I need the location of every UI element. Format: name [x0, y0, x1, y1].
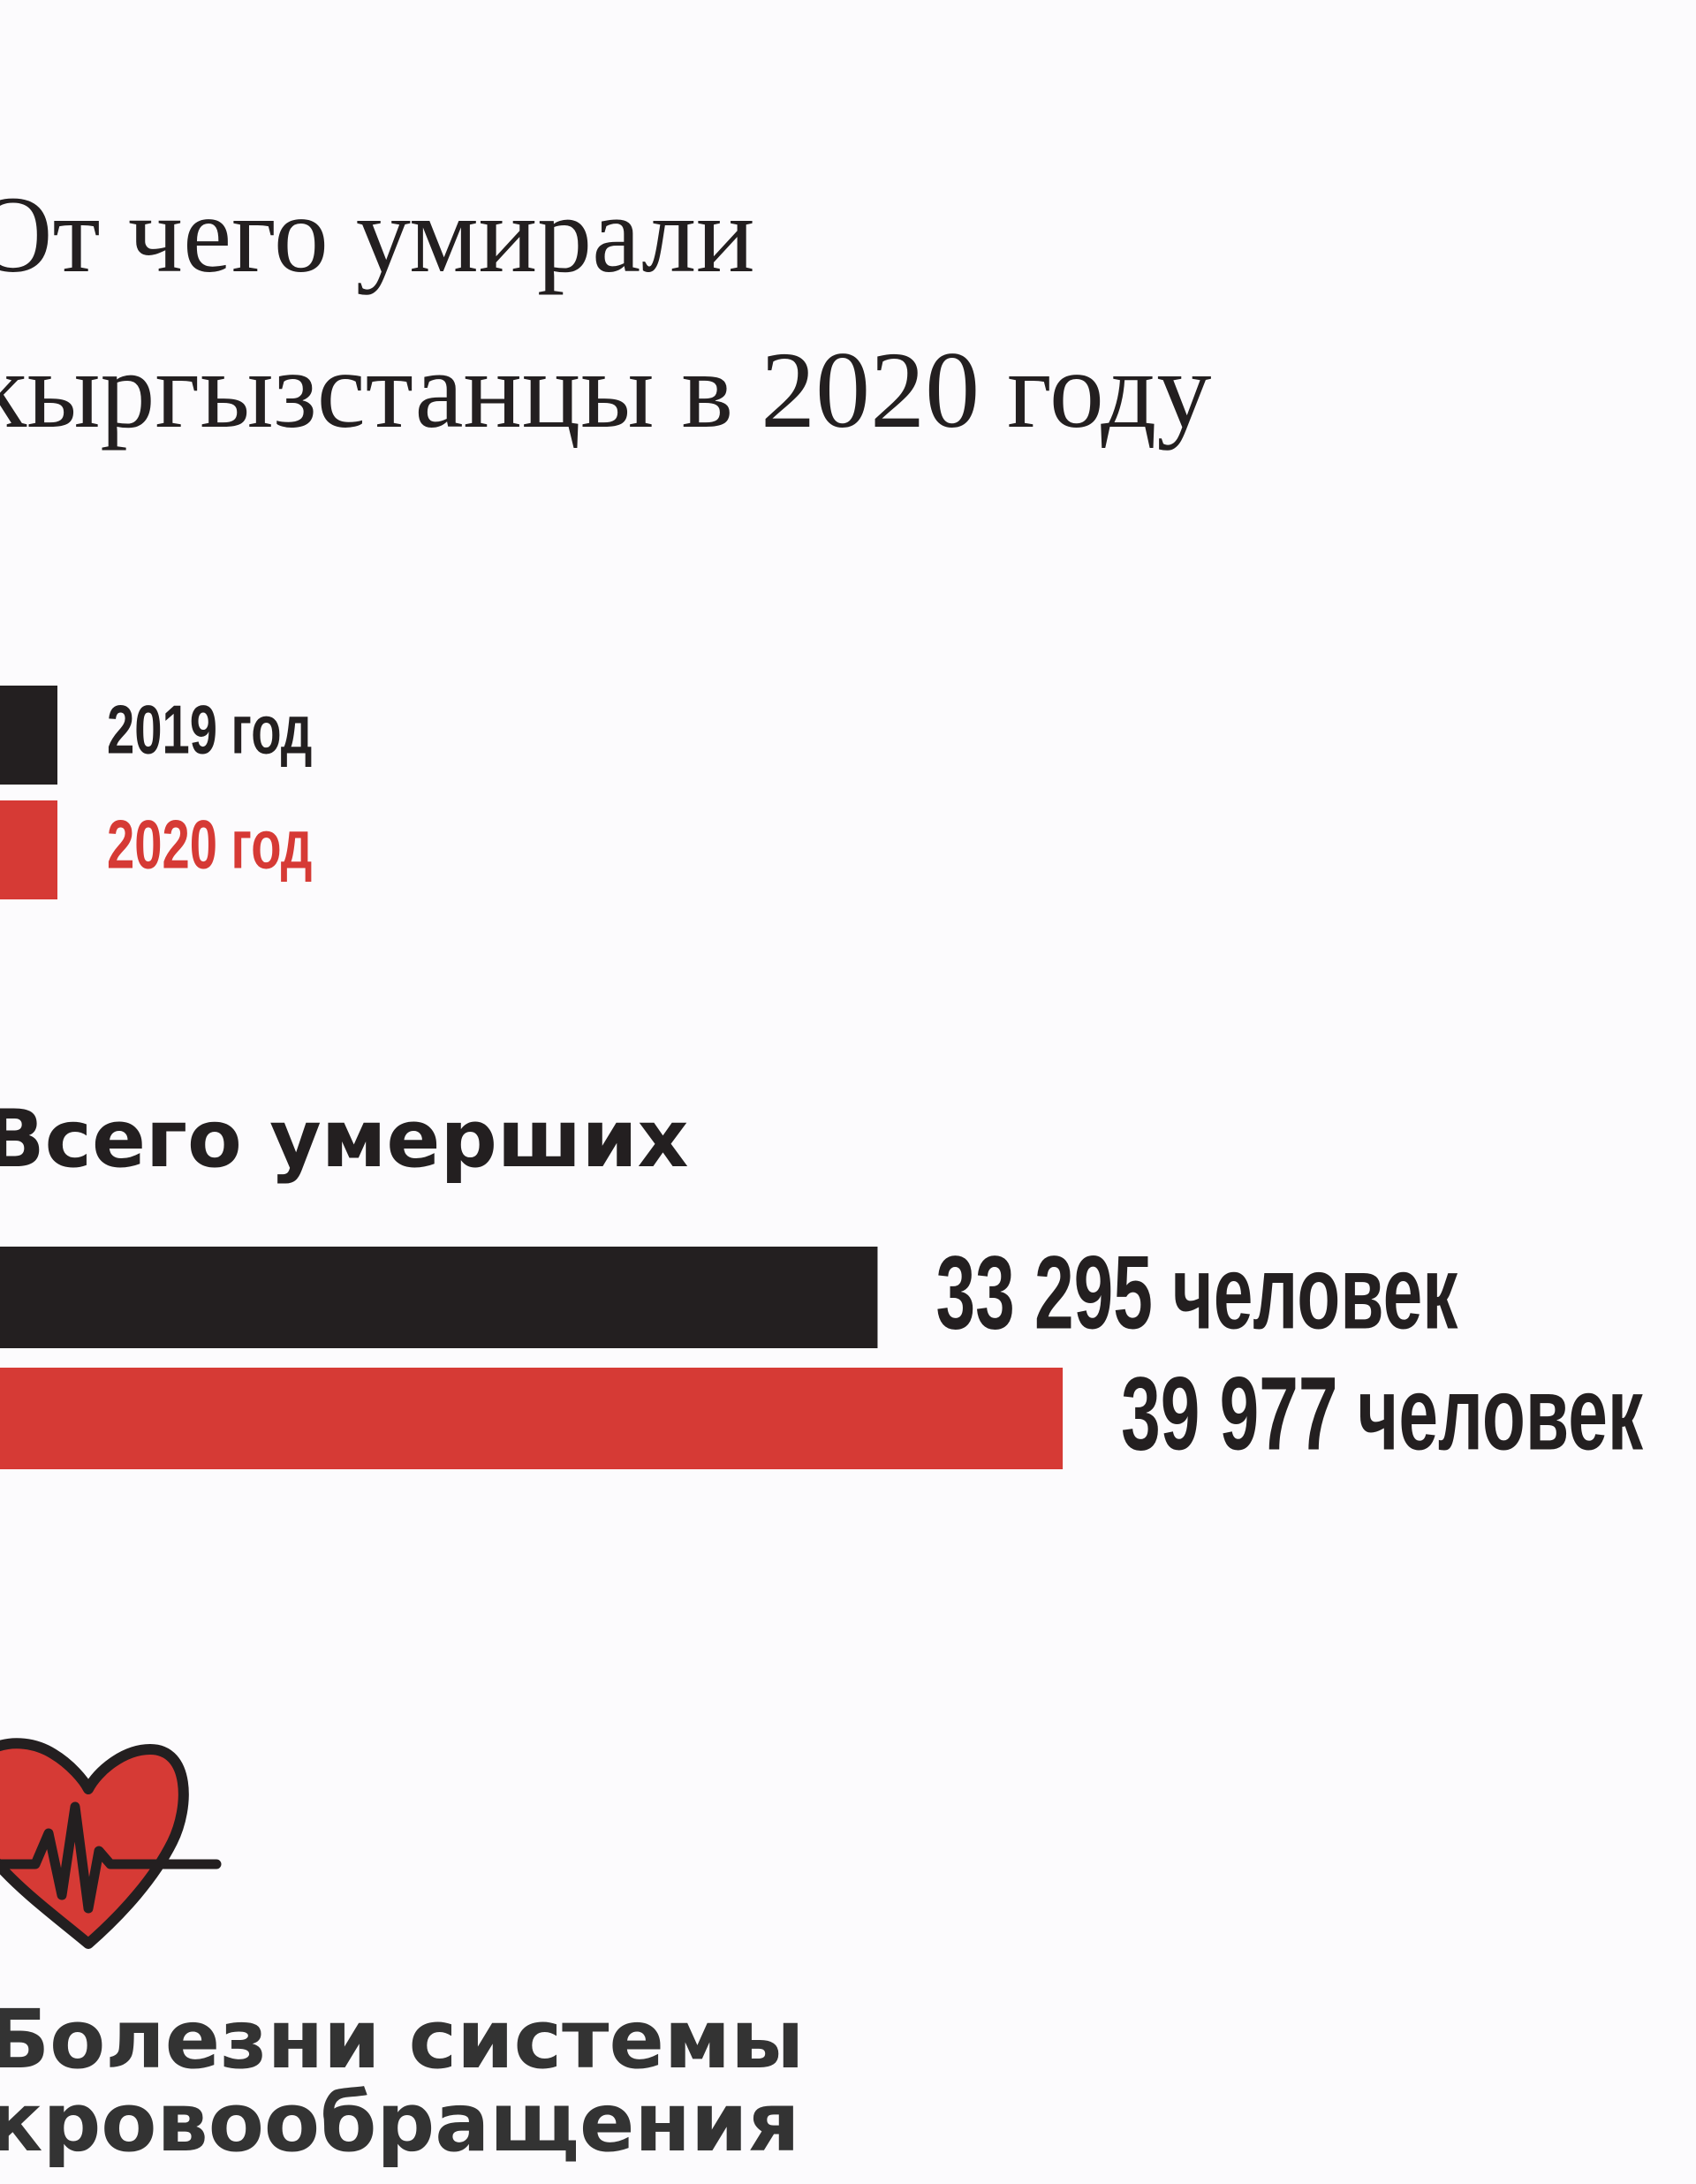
title-line: кыргызстанцы в 2020 году [0, 330, 1211, 451]
pulse-line [0, 1801, 222, 1914]
heart [0, 1738, 189, 1949]
bar [0, 1247, 878, 1348]
title-line: От чего умирали [0, 174, 754, 295]
value-label: 33 295 человек [935, 1235, 1458, 1352]
value-label: 39 977 человек [1121, 1356, 1644, 1473]
legend: 2019 год 2020 год [0, 686, 312, 899]
legend-label: 2020 год [107, 806, 312, 883]
legend-swatch [0, 800, 57, 899]
annotation-line: кровообращения [0, 2075, 800, 2170]
category-label: Всего умерших [0, 1093, 689, 1186]
legend-swatch [0, 686, 57, 785]
bar [0, 1368, 1064, 1469]
annotation: Болезни системы кровообращения [0, 1992, 832, 2170]
legend-label: 2019 год [107, 691, 312, 769]
annotation-line: Болезни системы [0, 1992, 804, 2087]
heart-icon [0, 1738, 222, 1949]
chart-title: От чего умирали кыргызстанцы в 2020 году [0, 174, 1211, 451]
